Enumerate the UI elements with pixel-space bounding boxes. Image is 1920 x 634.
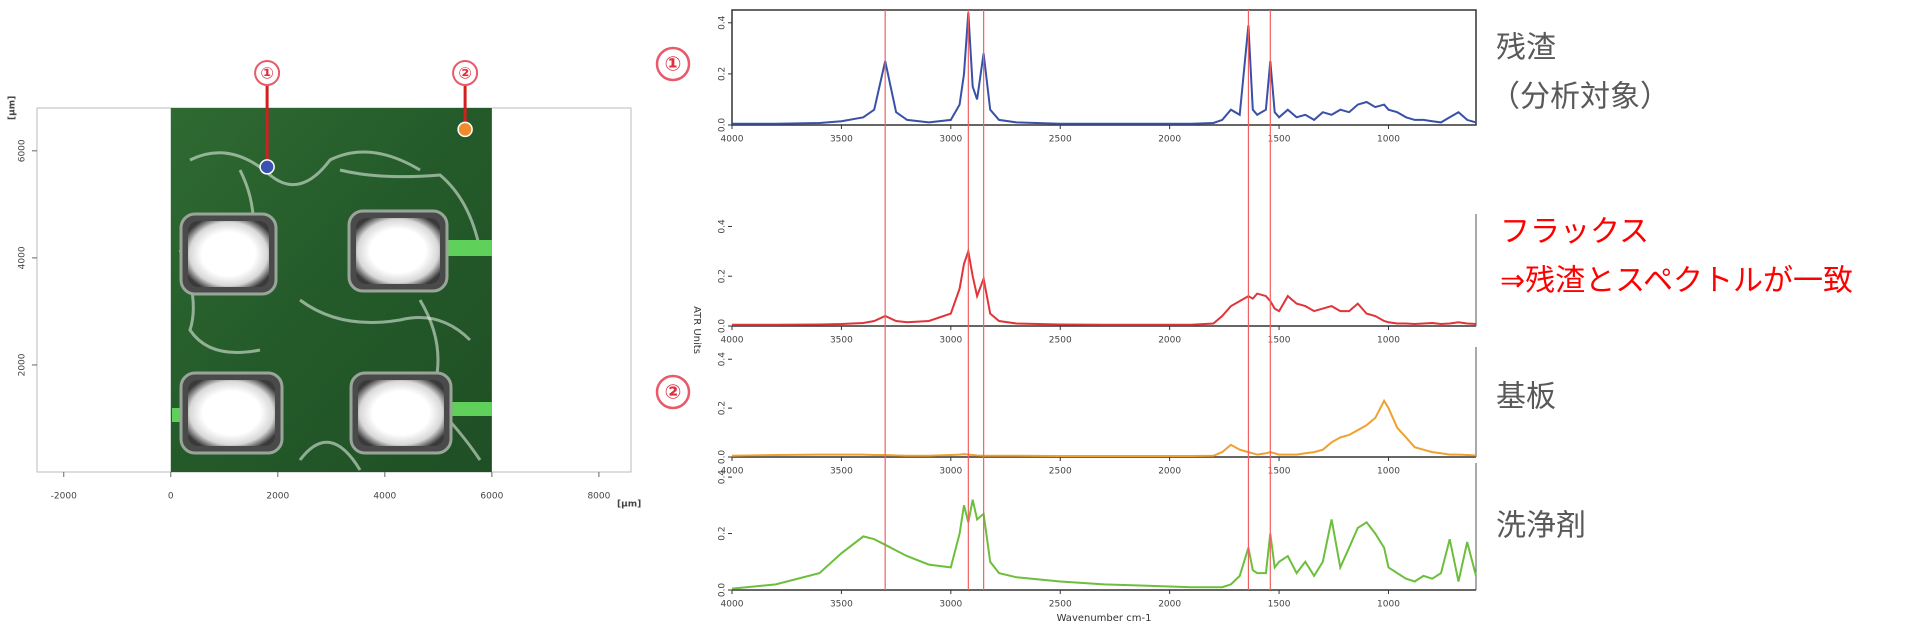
spectra-plot: 4000 3500 3000 2500 2000 1500 10000.00.20.4400… bbox=[655, 9, 1853, 624]
y-tick-label: 0.4 bbox=[718, 470, 728, 485]
residue-streak bbox=[299, 298, 472, 342]
spectrum bbox=[732, 12, 1477, 125]
point bbox=[259, 159, 275, 175]
y-tick-label: 2000 bbox=[18, 353, 28, 376]
x-tick-label: 3500 bbox=[830, 600, 853, 610]
y-tick-label: 0.4 bbox=[718, 219, 728, 234]
trace-strip bbox=[447, 240, 492, 256]
trace-strip bbox=[451, 402, 492, 416]
spectrum bbox=[731, 398, 1477, 457]
x-tick-label: 4000 bbox=[721, 135, 744, 145]
x-tick-label: 3000 bbox=[939, 467, 962, 477]
x-tick-label: 3000 bbox=[939, 336, 962, 346]
sample-note: （分析対象） bbox=[1490, 80, 1670, 115]
sample-name: フラックス bbox=[1500, 215, 1649, 250]
x-tick-label: -2000 bbox=[51, 492, 77, 502]
sample-badge bbox=[655, 46, 691, 82]
x-tick-label: 6000 bbox=[480, 492, 503, 502]
x-tick-label: 1500 bbox=[1268, 135, 1291, 145]
sample-label: ① bbox=[260, 64, 274, 83]
x-tick-label: 4000 bbox=[373, 492, 396, 502]
sample-label: ② bbox=[665, 380, 682, 404]
y-axis-unit: [µm] bbox=[8, 96, 18, 120]
sample-note: ⇒残渣とスペクトルが一致 bbox=[1500, 264, 1853, 299]
x-tick-label: 3000 bbox=[939, 135, 962, 145]
y-axis-title: ATR Units bbox=[691, 306, 702, 354]
x-tick-label: 2000 bbox=[266, 492, 289, 502]
y-tick-label: 0.4 bbox=[718, 15, 728, 30]
y-tick-label: 0.2 bbox=[718, 67, 728, 81]
y-tick-label: 0.4 bbox=[718, 352, 728, 367]
x-tick-label: 4000 bbox=[721, 600, 744, 610]
pad bbox=[188, 380, 275, 446]
x-tick-label: 2500 bbox=[1049, 600, 1072, 610]
sample-badge bbox=[254, 60, 281, 86]
spectrum bbox=[731, 499, 1477, 590]
y-tick-label: 4000 bbox=[18, 246, 28, 269]
y-tick-label: 0.0 bbox=[718, 319, 728, 334]
panel-frame bbox=[731, 9, 1477, 126]
pad bbox=[356, 218, 440, 284]
micrograph-plot: -2000 0 2000 4000 6000 8000 2000 4000 6000 [µm] [µ… bbox=[8, 60, 641, 510]
sample-badge bbox=[452, 60, 479, 86]
y-tick-label: 0.2 bbox=[718, 401, 728, 415]
x-tick-label: 2500 bbox=[1049, 336, 1072, 346]
x-axis-unit: [µm] bbox=[617, 500, 641, 510]
sample-badge bbox=[655, 374, 691, 410]
x-tick-label: 1000 bbox=[1377, 467, 1400, 477]
x-tick-label: 3500 bbox=[830, 336, 853, 346]
x-tick-label: 2000 bbox=[1158, 336, 1181, 346]
pad bbox=[188, 221, 269, 287]
y-tick-label: 6000 bbox=[18, 139, 28, 162]
x-tick-label: 2000 bbox=[1158, 467, 1181, 477]
x-tick-label: 8000 bbox=[587, 492, 610, 502]
x-tick-label: 0 bbox=[168, 492, 174, 502]
sample-label: ① bbox=[665, 52, 682, 76]
x-tick-label: 1000 bbox=[1377, 135, 1400, 145]
x-tick-label: 1500 bbox=[1268, 467, 1291, 477]
y-tick-label: 0.0 bbox=[718, 450, 728, 465]
sample-name: 基板 bbox=[1496, 380, 1556, 415]
x-tick-label: 3500 bbox=[830, 467, 853, 477]
y-tick-label: 0.0 bbox=[718, 118, 728, 133]
spectrum bbox=[732, 247, 1477, 326]
x-tick-label: 4000 bbox=[721, 467, 744, 477]
x-tick-label: 3500 bbox=[830, 135, 853, 145]
x-tick-label: 2500 bbox=[1049, 135, 1072, 145]
residue-streak bbox=[189, 150, 421, 186]
y-tick-label: 0.2 bbox=[718, 269, 728, 283]
x-tick-label: 1000 bbox=[1377, 600, 1400, 610]
y-tick-label: 0.2 bbox=[718, 526, 728, 540]
residue-streak bbox=[339, 168, 482, 251]
sample-name: 残渣 bbox=[1496, 31, 1556, 66]
x-tick-label: 4000 bbox=[721, 336, 744, 346]
residue-streak bbox=[298, 440, 362, 471]
sample-label: ② bbox=[458, 64, 472, 83]
x-tick-label: 2500 bbox=[1049, 467, 1072, 477]
x-tick-label: 3000 bbox=[939, 600, 962, 610]
sample-name: 洗浄剤 bbox=[1496, 509, 1586, 544]
x-tick-label: 1500 bbox=[1268, 336, 1291, 346]
x-axis-title: Wavenumber cm-1 bbox=[1057, 613, 1152, 624]
y-tick-label: 0.0 bbox=[718, 583, 728, 598]
pad bbox=[358, 380, 444, 446]
x-tick-label: 2000 bbox=[1158, 600, 1181, 610]
x-tick-label: 1500 bbox=[1268, 600, 1291, 610]
point bbox=[457, 121, 473, 138]
x-tick-label: 1000 bbox=[1377, 336, 1400, 346]
trace-strip bbox=[172, 408, 182, 422]
x-tick-label: 2000 bbox=[1158, 135, 1181, 145]
